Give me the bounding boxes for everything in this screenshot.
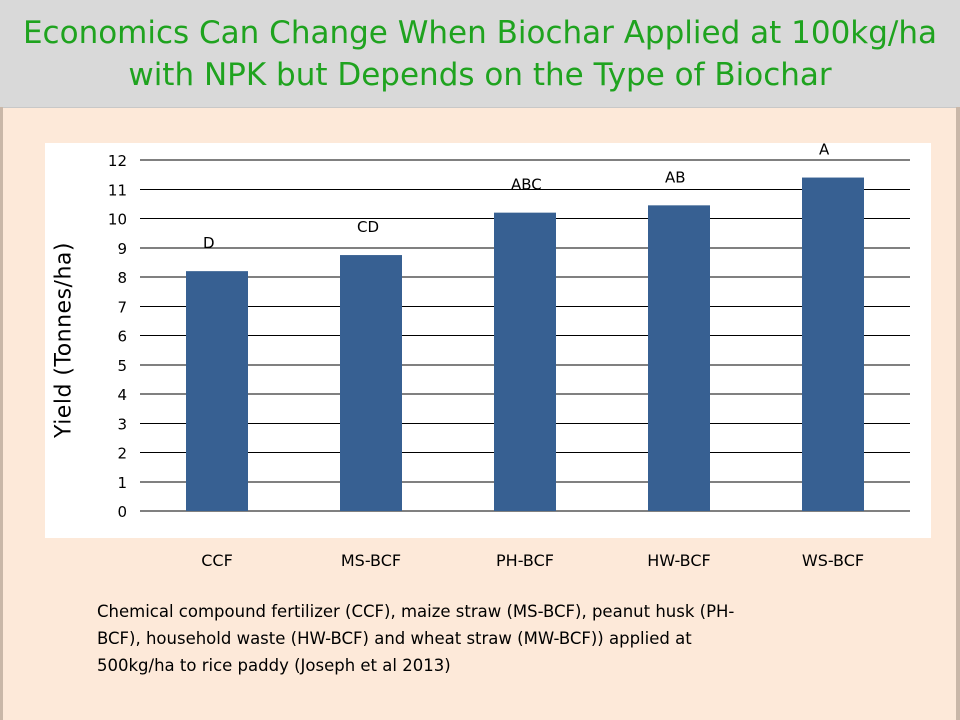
- y-tick-label: 7: [117, 298, 127, 316]
- title-line-1: Economics Can Change When Biochar Applie…: [22, 15, 938, 51]
- y-tick-label: 9: [117, 240, 127, 258]
- y-tick-label: 12: [108, 152, 127, 170]
- caption: Chemical compound fertilizer (CCF), maiz…: [97, 598, 857, 679]
- x-tick-label: WS-BCF: [802, 551, 864, 570]
- x-tick-label: HW-BCF: [647, 551, 710, 570]
- y-tick-label: 0: [117, 503, 127, 521]
- title-line-2: with NPK but Depends on the Type of Bioc…: [128, 57, 832, 93]
- y-tick-label: 3: [117, 415, 127, 433]
- x-tick-label: CCF: [201, 551, 233, 570]
- data-label: ABC: [511, 176, 542, 194]
- bar: [802, 177, 864, 512]
- y-axis-label-box: [45, 143, 83, 538]
- caption-line: Chemical compound fertilizer (CCF), maiz…: [97, 602, 735, 621]
- y-tick-label: 6: [117, 328, 127, 346]
- y-tick-label: 10: [108, 211, 127, 229]
- right-border: [956, 107, 960, 720]
- left-border: [0, 107, 3, 720]
- bar: [186, 271, 248, 511]
- bar: [494, 212, 556, 511]
- data-label: CD: [357, 218, 379, 236]
- data-label: AB: [665, 168, 686, 186]
- y-tick-label: 5: [117, 357, 127, 375]
- x-tick-label: PH-BCF: [496, 551, 554, 570]
- y-tick-label: 11: [108, 181, 127, 199]
- y-tick-label: 4: [117, 386, 127, 404]
- y-tick-label: 1: [117, 474, 127, 492]
- data-label: A: [819, 141, 830, 159]
- y-tick-label: 8: [117, 269, 127, 287]
- x-tick-label: MS-BCF: [341, 551, 401, 570]
- caption-line: BCF), household waste (HW-BCF) and wheat…: [97, 629, 692, 648]
- bar: [340, 255, 402, 511]
- bar: [648, 205, 710, 511]
- data-label: D: [203, 234, 215, 252]
- y-tick-label: 2: [117, 445, 127, 463]
- title-banner: Economics Can Change When Biochar Applie…: [0, 0, 960, 108]
- slide-title: Economics Can Change When Biochar Applie…: [0, 12, 960, 96]
- caption-line: 500kg/ha to rice paddy (Joseph et al 201…: [97, 656, 451, 675]
